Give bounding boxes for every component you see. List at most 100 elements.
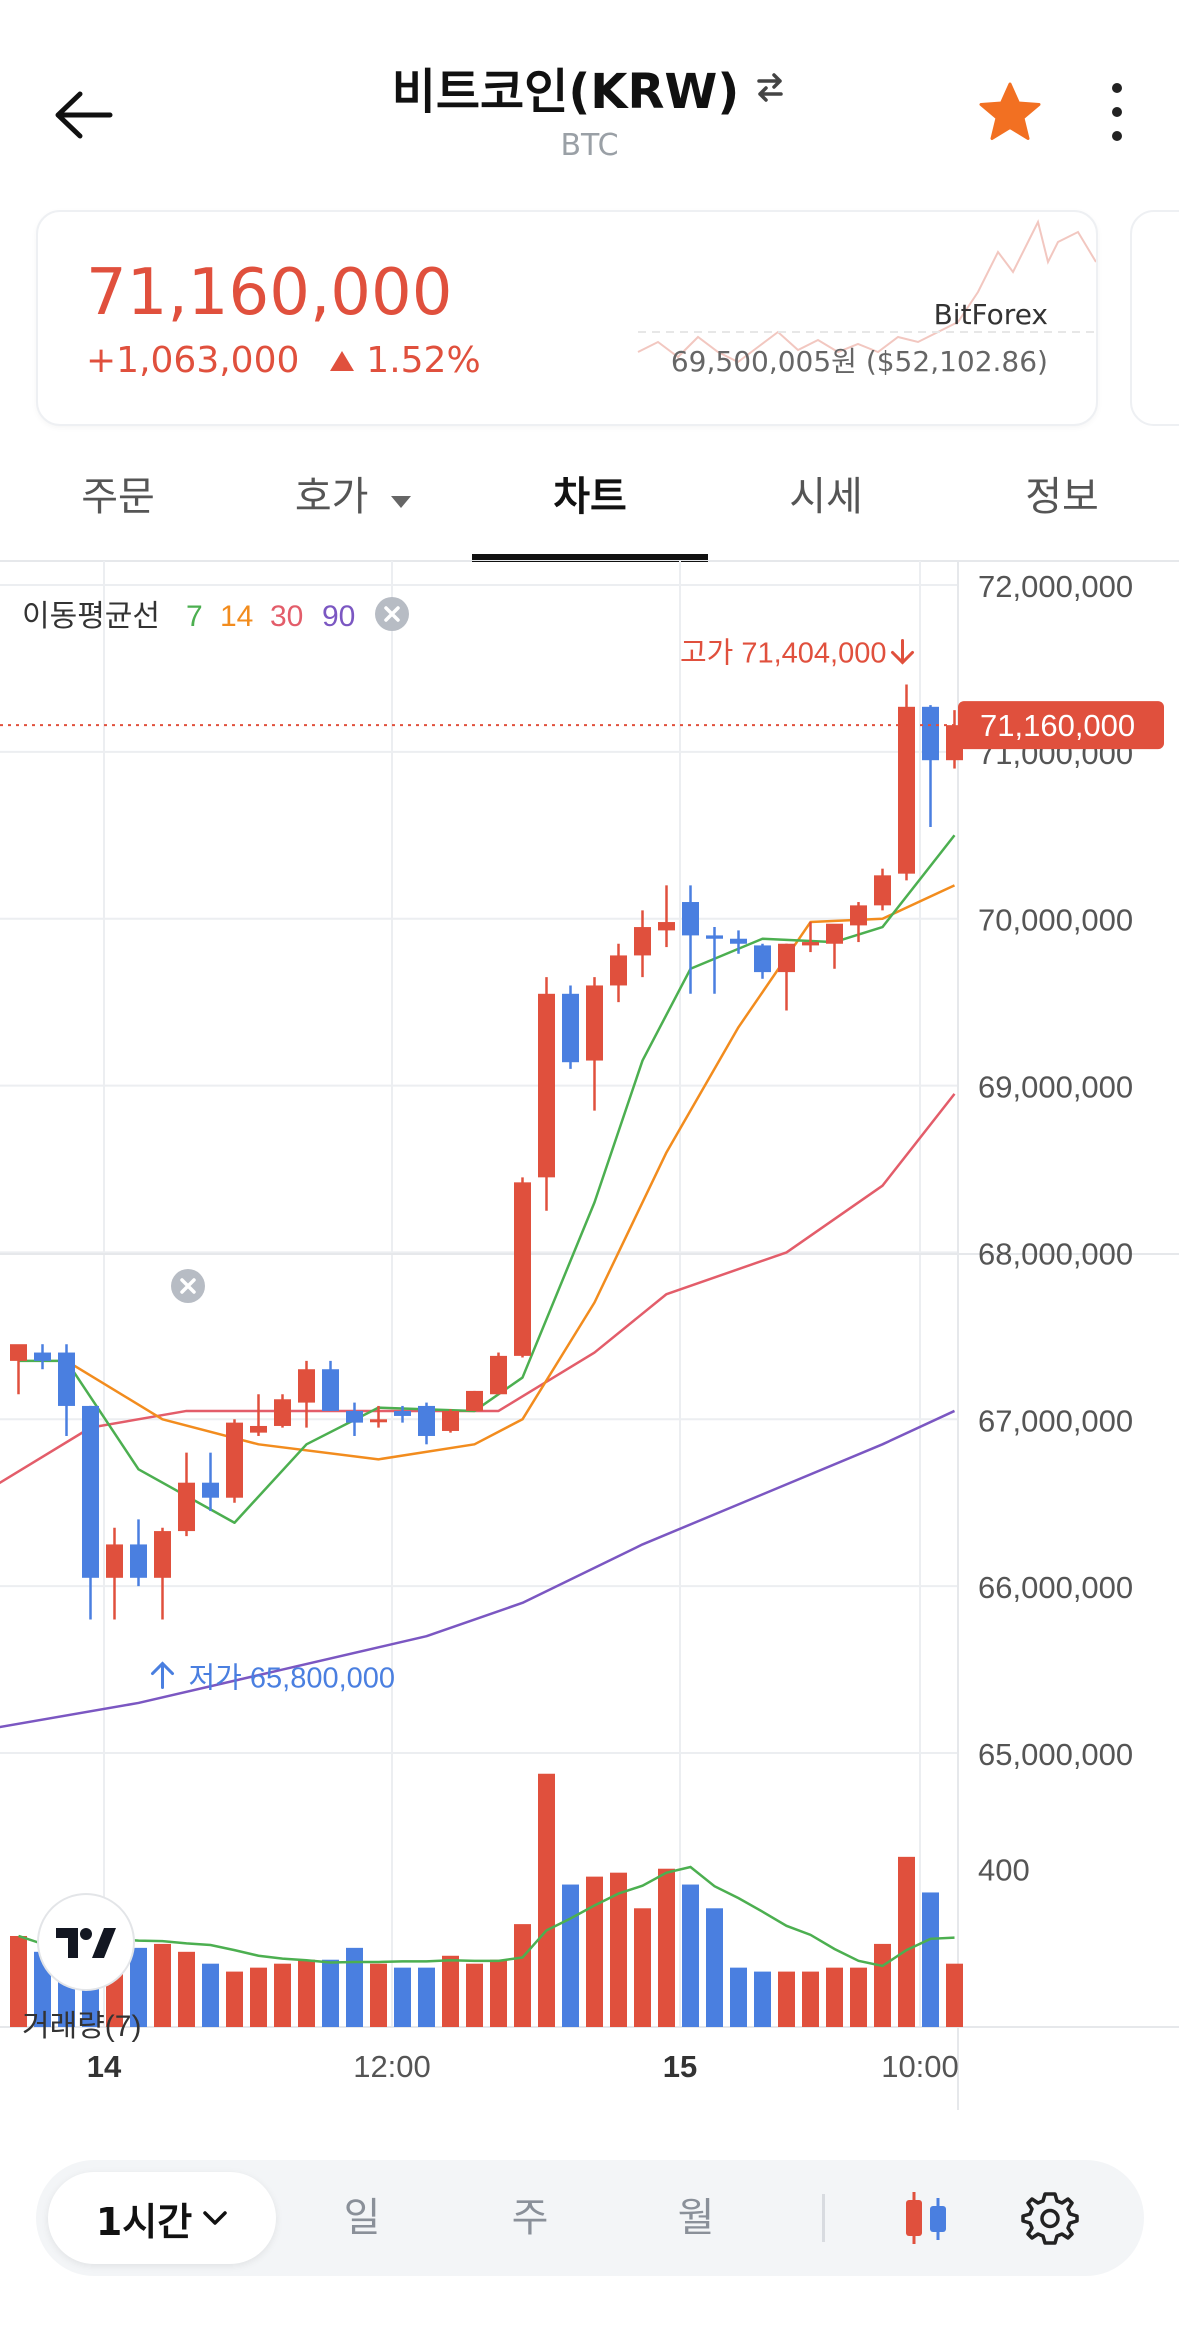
volume-bar bbox=[538, 1773, 555, 2027]
candle-body bbox=[10, 1344, 27, 1361]
volume-bar bbox=[946, 1963, 963, 2027]
candle-body bbox=[106, 1544, 123, 1578]
exchange-name: BitForex bbox=[933, 298, 1048, 331]
more-vertical-icon[interactable] bbox=[1102, 80, 1132, 148]
candle-type-icon[interactable] bbox=[896, 2188, 956, 2248]
ma-legend-period: 7 bbox=[186, 600, 203, 633]
ma-legend-period: 30 bbox=[270, 600, 303, 633]
tab-order[interactable]: 주문 bbox=[0, 462, 236, 560]
time-tick-label: 14 bbox=[87, 2049, 122, 2084]
volume-bar bbox=[754, 1971, 771, 2027]
volume-bar bbox=[610, 1872, 627, 2027]
tradingview-logo-icon[interactable] bbox=[37, 1893, 135, 1991]
tab-info[interactable]: 정보 bbox=[944, 462, 1179, 560]
swap-arrows-icon[interactable] bbox=[753, 70, 787, 104]
time-tick-label: 10:00 bbox=[881, 2049, 959, 2084]
low-price-label: 저가 65,800,000 bbox=[189, 1663, 396, 1695]
change-percent: 1.52% bbox=[366, 340, 481, 381]
volume-bar bbox=[778, 1971, 795, 2027]
tab-orderbook[interactable]: 호가 bbox=[236, 462, 472, 560]
tab-chart-label: 차트 bbox=[553, 474, 627, 520]
volume-bar bbox=[202, 1963, 219, 2027]
candle-body bbox=[178, 1482, 195, 1532]
candle-body bbox=[82, 1405, 99, 1578]
volume-bar bbox=[490, 1959, 507, 2027]
arrow-up-icon bbox=[151, 1661, 174, 1690]
price-change: +1,063,000 1.52% bbox=[86, 340, 481, 381]
volume-ma-line bbox=[18, 1865, 955, 1968]
candle-body bbox=[34, 1352, 51, 1361]
candle-body bbox=[442, 1410, 459, 1431]
logo-t bbox=[56, 1928, 78, 1958]
price-tick-label: 68,000,000 bbox=[978, 1236, 1133, 1271]
favorite-star-icon[interactable] bbox=[978, 80, 1042, 148]
volume-bar bbox=[226, 1971, 243, 2027]
settings-gear-icon[interactable] bbox=[1020, 2188, 1080, 2248]
candle-body bbox=[370, 1419, 387, 1423]
ma-legend-close-icon[interactable] bbox=[375, 597, 409, 631]
volume-bar bbox=[802, 1971, 819, 2027]
candle-body bbox=[610, 955, 627, 986]
volume-bar bbox=[850, 1967, 867, 2027]
tab-bar: 주문 호가 차트 시세 정보 bbox=[0, 462, 1179, 562]
price-tick-label: 70,000,000 bbox=[978, 903, 1133, 938]
volume-bar bbox=[898, 1856, 915, 2027]
candle-body bbox=[730, 938, 747, 944]
candle-body bbox=[802, 942, 819, 946]
candle-body bbox=[394, 1410, 411, 1416]
price-chart[interactable]: 72,000,000 71,000,000 70,000,000 69,000,000… bbox=[0, 560, 1179, 2110]
candle-body bbox=[514, 1182, 531, 1356]
volume-legend-label: 거래량(7) bbox=[22, 2010, 141, 2043]
volume-bar bbox=[418, 1967, 435, 2027]
next-card[interactable] bbox=[1130, 210, 1179, 426]
period-day[interactable]: 일 bbox=[343, 2195, 381, 2241]
tab-order-label: 주문 bbox=[81, 474, 155, 520]
logo-bg bbox=[37, 1893, 135, 1991]
interval-selector[interactable]: 1시간 bbox=[48, 2172, 276, 2264]
volume-bar bbox=[370, 1963, 387, 2027]
logo-dot bbox=[80, 1928, 92, 1940]
change-amount: +1,063,000 bbox=[86, 340, 300, 381]
volume-bar bbox=[466, 1963, 483, 2027]
volume-bar bbox=[10, 1935, 27, 2027]
bottom-toolbar: 1시간 일 주 월 bbox=[36, 2160, 1144, 2276]
close-x bbox=[384, 606, 400, 622]
volume-bar bbox=[178, 1951, 195, 2027]
price-card[interactable]: 71,160,000 +1,063,000 1.52% BitForex 69,… bbox=[36, 210, 1098, 426]
volume-bar bbox=[298, 1959, 315, 2027]
tab-market[interactable]: 시세 bbox=[708, 462, 944, 560]
page-title: 비트코인(KRW) bbox=[391, 64, 740, 120]
volume-bar bbox=[826, 1967, 843, 2027]
candle-body bbox=[898, 706, 915, 874]
volume-bar bbox=[586, 1876, 603, 2027]
tab-chart[interactable]: 차트 bbox=[472, 462, 708, 562]
period-week[interactable]: 주 bbox=[511, 2195, 549, 2241]
volume-bar bbox=[154, 1943, 171, 2027]
back-arrow-icon[interactable] bbox=[50, 80, 120, 150]
volume-bar bbox=[922, 1892, 939, 2027]
volume-legend-close-icon[interactable] bbox=[171, 1269, 205, 1303]
candle-body bbox=[922, 706, 939, 761]
current-price-tag-label: 71,160,000 bbox=[980, 708, 1135, 743]
candle-body bbox=[226, 1422, 243, 1498]
chevron-down-icon bbox=[203, 2211, 227, 2225]
candle-body bbox=[850, 905, 867, 926]
tab-orderbook-label: 호가 bbox=[294, 474, 369, 520]
ma-legend-label: 이동평균선 bbox=[22, 600, 160, 633]
candle-body bbox=[826, 923, 843, 944]
high-price-label: 고가 71,404,000 bbox=[680, 637, 887, 669]
candle-body bbox=[58, 1352, 75, 1406]
candle-body bbox=[634, 927, 651, 956]
volume-bar bbox=[130, 1947, 147, 2027]
candle-body bbox=[586, 985, 603, 1061]
volume-bar bbox=[658, 1868, 675, 2027]
exchange-price: 69,500,005원 ($52,102.86) bbox=[670, 345, 1048, 378]
logo-v bbox=[92, 1928, 116, 1958]
period-month[interactable]: 월 bbox=[677, 2195, 715, 2241]
current-price: 71,160,000 bbox=[86, 256, 453, 330]
time-tick-label: 15 bbox=[663, 2049, 697, 2084]
price-tick-label: 69,000,000 bbox=[978, 1070, 1133, 1105]
volume-bar bbox=[634, 1908, 651, 2027]
candle-body bbox=[658, 922, 675, 931]
candle-body bbox=[778, 943, 795, 973]
